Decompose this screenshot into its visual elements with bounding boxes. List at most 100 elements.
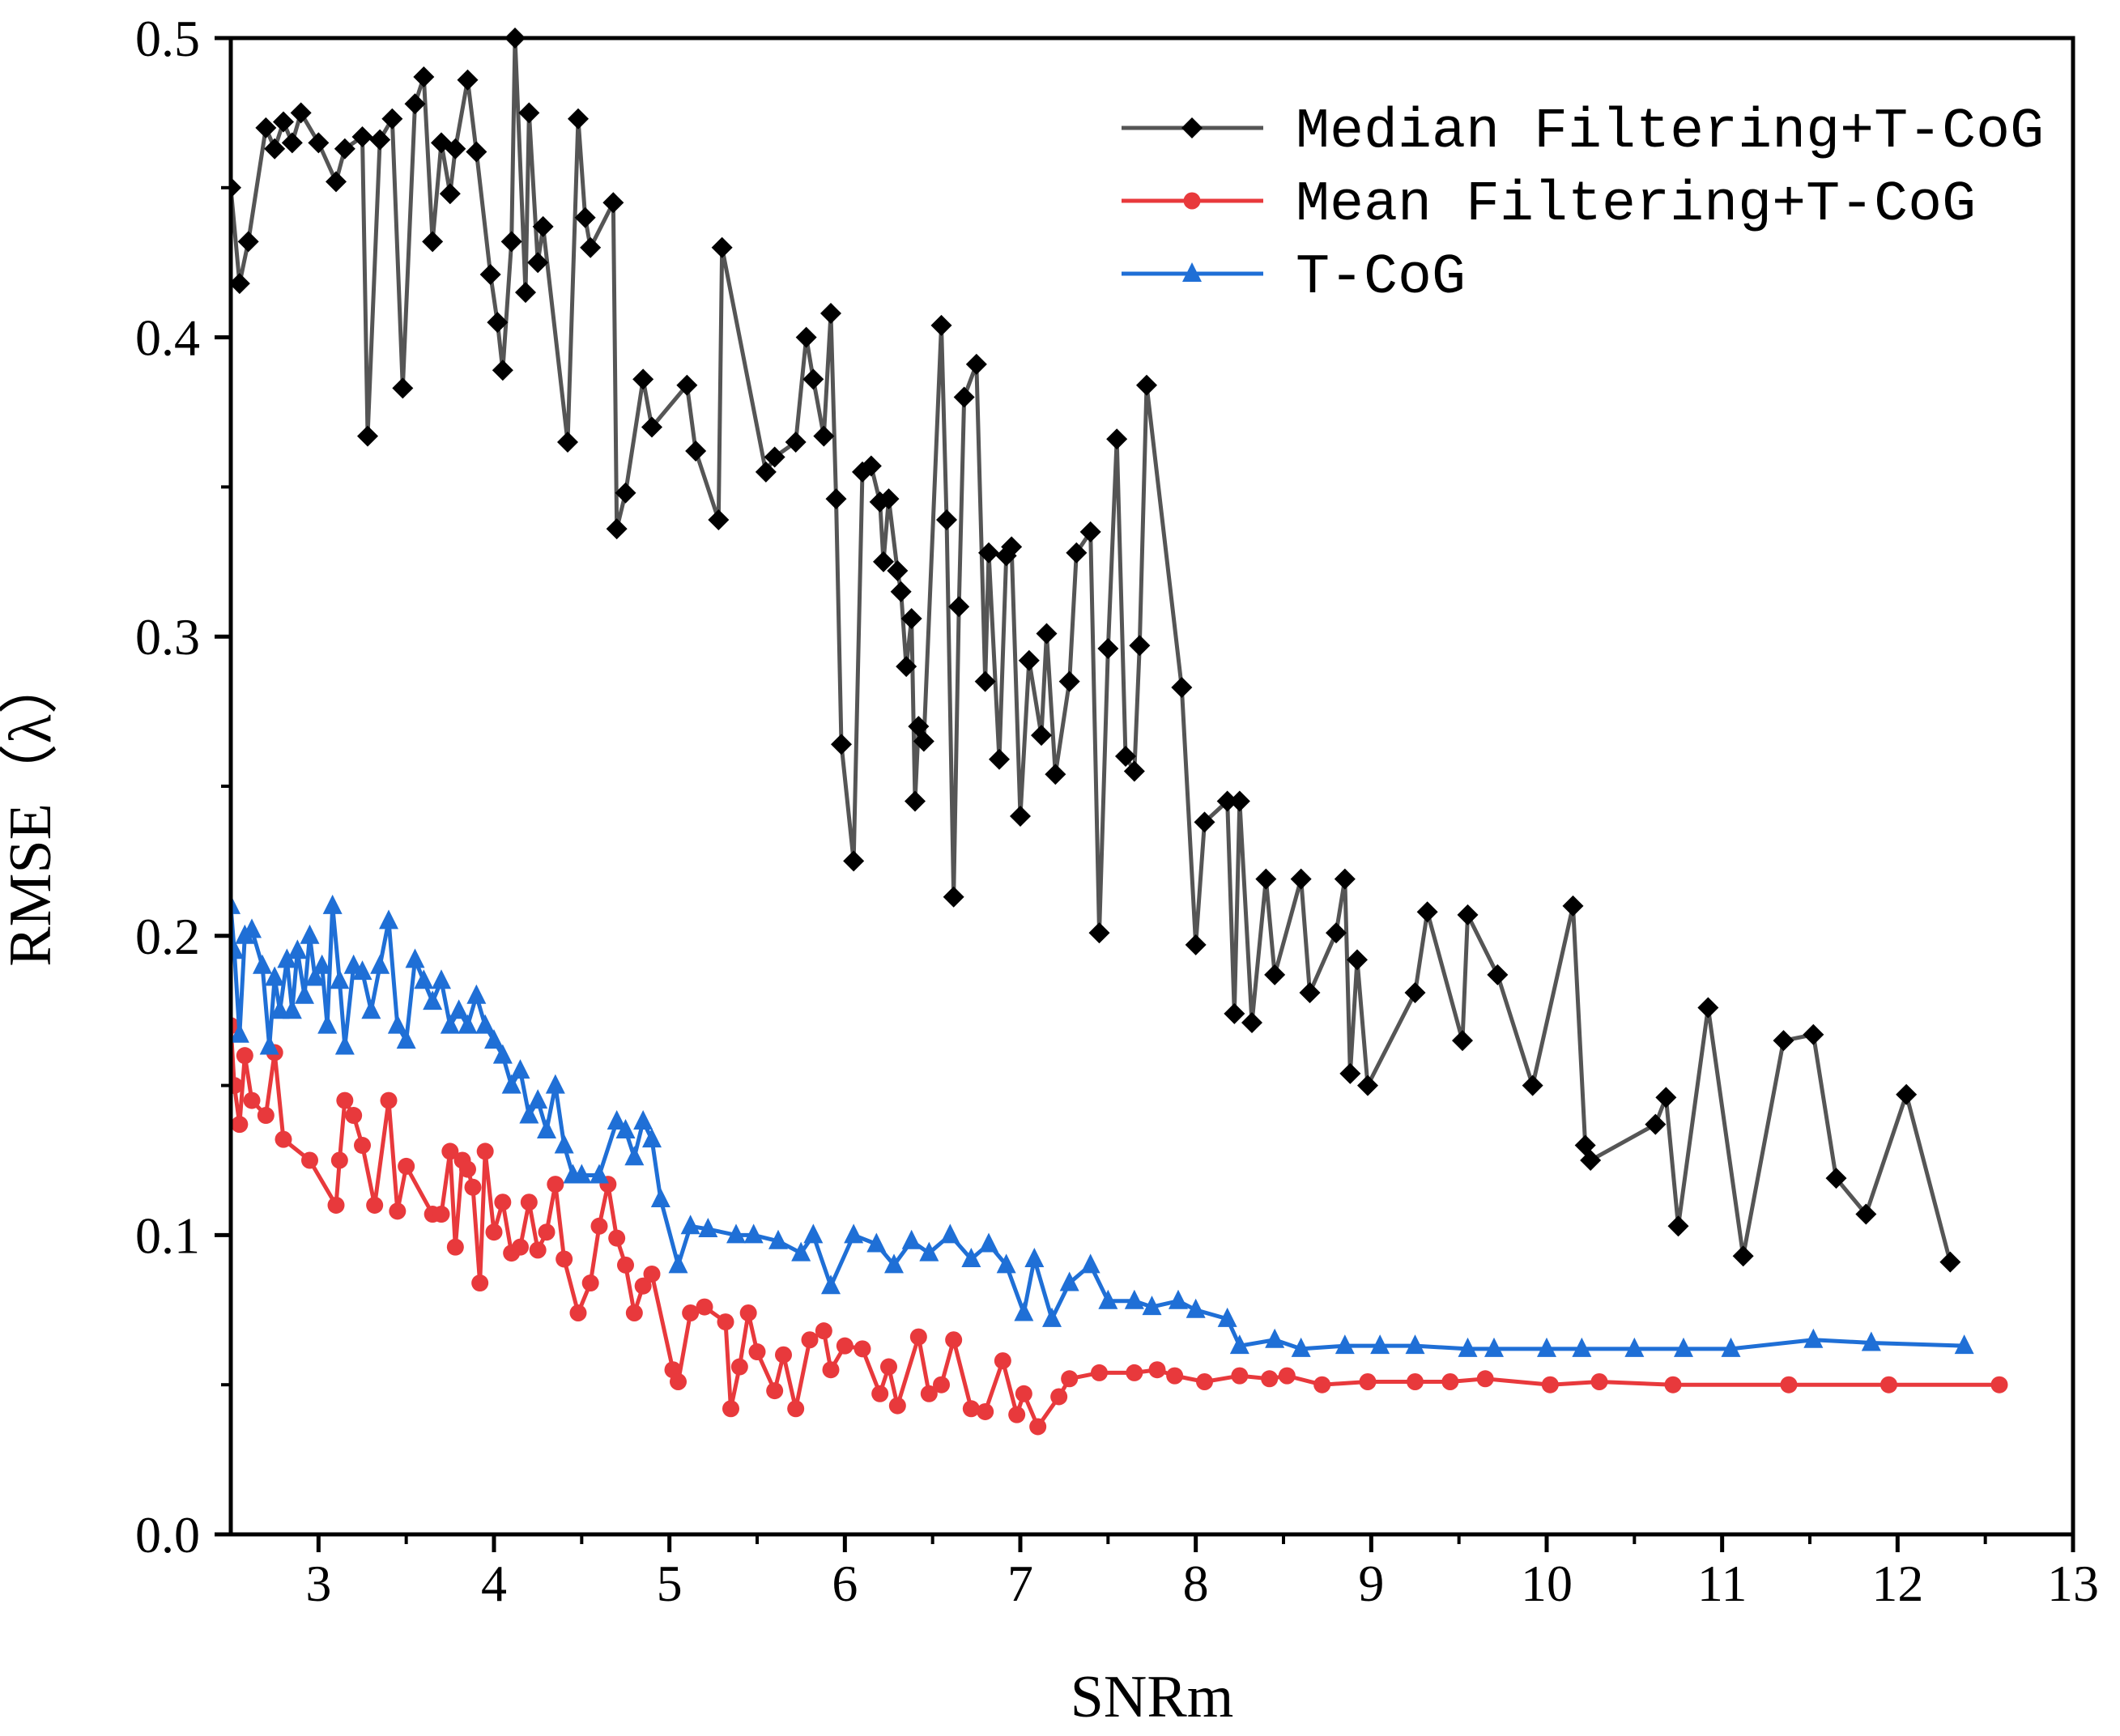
data-point — [696, 1298, 713, 1316]
data-point — [802, 368, 824, 390]
data-point — [888, 1397, 906, 1415]
x-axis-title: SNRm — [1071, 1664, 1234, 1730]
data-point — [529, 1241, 547, 1259]
data-point — [458, 1014, 478, 1034]
data-point — [1405, 1334, 1425, 1355]
data-point — [866, 1232, 887, 1253]
data-point — [1721, 1337, 1741, 1357]
data-point — [641, 416, 662, 438]
data-point — [1339, 1062, 1361, 1084]
data-point — [1407, 1373, 1424, 1391]
data-point — [1018, 649, 1040, 671]
data-point — [905, 790, 926, 812]
data-point — [277, 948, 297, 968]
legend-label: Mean Filtering+T-CoG — [1296, 173, 1976, 237]
data-point — [642, 1128, 662, 1148]
data-point — [1452, 1030, 1473, 1052]
data-point — [369, 129, 391, 151]
data-point — [1476, 1370, 1494, 1388]
data-point — [265, 966, 285, 986]
x-tick-label: 13 — [2047, 1555, 2099, 1612]
x-tick-label: 8 — [1183, 1555, 1209, 1612]
data-point — [1216, 790, 1238, 812]
data-point — [608, 1229, 626, 1247]
data-point — [231, 177, 241, 198]
data-point — [787, 1400, 805, 1418]
data-point — [1061, 1370, 1079, 1388]
data-point — [615, 482, 636, 504]
data-point — [569, 1304, 587, 1321]
data-point — [295, 984, 314, 1004]
legend-entry: T-CoG — [1122, 246, 1466, 310]
x-tick-label: 11 — [1697, 1555, 1748, 1612]
data-point — [440, 1014, 460, 1034]
x-tick-label: 10 — [1521, 1555, 1573, 1612]
data-point — [532, 215, 554, 237]
data-point — [1697, 997, 1719, 1019]
data-point — [441, 1142, 459, 1160]
data-point — [1136, 374, 1157, 396]
data-point — [1667, 1215, 1689, 1237]
data-point — [545, 1074, 565, 1094]
data-point — [680, 1215, 700, 1235]
data-point — [1166, 1367, 1184, 1385]
data-point — [996, 1253, 1016, 1274]
data-point — [633, 1109, 653, 1130]
data-point — [1773, 1030, 1794, 1052]
data-point — [538, 1223, 556, 1241]
data-point — [290, 102, 312, 124]
data-point — [572, 1164, 592, 1184]
data-point — [380, 1091, 398, 1109]
data-point — [1091, 1364, 1108, 1381]
data-point — [1880, 1376, 1897, 1393]
data-point — [1124, 1289, 1144, 1309]
data-point — [270, 999, 290, 1019]
data-point — [940, 1223, 960, 1244]
data-point — [1572, 1337, 1592, 1357]
data-point — [1537, 1337, 1556, 1357]
data-point — [330, 969, 350, 989]
data-point — [965, 353, 987, 375]
data-point — [617, 1256, 634, 1274]
data-point — [979, 1232, 998, 1253]
data-point — [404, 93, 426, 115]
data-point — [1457, 904, 1479, 925]
data-point — [1939, 1251, 1961, 1273]
data-point — [449, 999, 469, 1019]
data-point — [312, 954, 332, 974]
data-point — [396, 1029, 416, 1049]
data-point — [476, 1142, 494, 1160]
data-point — [676, 374, 698, 396]
data-point — [581, 1274, 599, 1292]
data-point — [273, 111, 294, 133]
data-point — [860, 455, 882, 477]
data-point — [330, 1151, 348, 1169]
data-point — [518, 102, 540, 124]
y-tick-label: 0.2 — [135, 908, 200, 965]
data-point — [446, 1238, 464, 1256]
series-t-cog — [231, 894, 1974, 1357]
legend-entry: Mean Filtering+T-CoG — [1122, 173, 1976, 237]
data-point — [484, 1029, 504, 1049]
data-point — [1126, 1364, 1143, 1381]
data-point — [730, 1358, 748, 1376]
data-point — [389, 1202, 407, 1220]
data-point — [791, 1241, 811, 1262]
data-point — [1229, 1334, 1249, 1355]
data-point — [890, 581, 912, 602]
data-point — [381, 108, 403, 130]
data-point — [836, 1337, 854, 1355]
data-point — [1261, 1370, 1279, 1388]
data-point — [1825, 1168, 1847, 1189]
data-point — [574, 206, 596, 228]
data-point — [1217, 1307, 1237, 1327]
data-point — [1803, 1023, 1824, 1045]
data-point — [1645, 1113, 1667, 1135]
data-point — [1045, 764, 1066, 785]
data-point — [978, 542, 999, 564]
data-point — [259, 1035, 279, 1055]
y-tick-label: 0.1 — [135, 1206, 200, 1264]
data-point — [326, 171, 347, 193]
